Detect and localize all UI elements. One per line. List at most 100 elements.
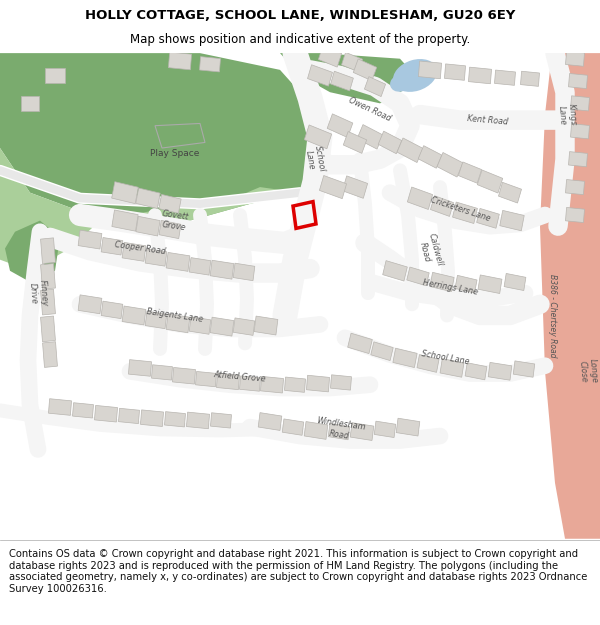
Text: Longe
Close: Longe Close	[577, 358, 599, 384]
Bar	[488, 362, 512, 380]
Bar	[343, 176, 368, 198]
Bar	[164, 412, 185, 427]
Text: Caldwell
Road: Caldwell Road	[416, 232, 444, 269]
Bar	[437, 152, 463, 177]
Text: Herrings Lane: Herrings Lane	[422, 278, 478, 297]
Ellipse shape	[393, 59, 437, 92]
Bar	[347, 333, 373, 354]
Bar	[566, 179, 584, 194]
Bar	[378, 131, 402, 154]
Bar	[513, 361, 535, 378]
Bar	[136, 216, 160, 236]
Polygon shape	[280, 53, 420, 103]
Bar	[331, 71, 353, 91]
Bar	[128, 359, 152, 376]
Bar	[341, 52, 362, 72]
Bar	[476, 209, 499, 228]
Bar	[319, 176, 347, 199]
Bar	[374, 421, 396, 437]
Bar	[357, 124, 383, 149]
Bar	[343, 131, 367, 153]
Bar	[571, 124, 589, 139]
Bar	[217, 373, 239, 389]
Bar	[418, 146, 442, 168]
Bar	[140, 410, 164, 426]
Bar	[440, 359, 464, 378]
Bar	[200, 57, 220, 72]
Bar	[417, 354, 439, 372]
Text: B386 - Chertsey Road: B386 - Chertsey Road	[548, 274, 557, 358]
Bar	[328, 423, 350, 440]
Bar	[430, 196, 454, 216]
Bar	[49, 399, 71, 416]
Bar	[353, 59, 377, 81]
Bar	[210, 318, 234, 336]
Bar	[45, 68, 65, 83]
Text: Play Space: Play Space	[151, 149, 200, 158]
Bar	[189, 258, 211, 275]
Bar	[282, 419, 304, 435]
Bar	[521, 71, 539, 86]
Bar	[478, 275, 502, 294]
Bar	[233, 263, 255, 281]
Bar	[500, 211, 524, 231]
Polygon shape	[0, 148, 300, 271]
Bar	[407, 187, 433, 209]
Text: Owen Road: Owen Road	[347, 95, 392, 122]
Bar	[284, 377, 305, 392]
Text: Contains OS data © Crown copyright and database right 2021. This information is : Contains OS data © Crown copyright and d…	[9, 549, 587, 594]
Bar	[136, 188, 160, 209]
Bar	[407, 267, 429, 286]
Bar	[371, 342, 393, 361]
Bar	[504, 274, 526, 291]
Bar	[396, 418, 420, 436]
Bar	[239, 376, 260, 391]
Bar	[571, 96, 589, 111]
Bar	[189, 317, 211, 334]
Bar	[430, 272, 454, 292]
Polygon shape	[540, 53, 600, 539]
Bar	[304, 125, 332, 149]
Text: School Lane: School Lane	[421, 349, 470, 366]
Bar	[383, 261, 407, 281]
Bar	[172, 368, 196, 384]
Bar	[494, 70, 515, 86]
Bar	[145, 311, 167, 329]
Bar	[258, 412, 282, 431]
Bar	[196, 371, 217, 387]
Bar	[152, 365, 172, 380]
Bar	[41, 264, 55, 289]
Bar	[307, 375, 329, 392]
Text: School
Lane: School Lane	[303, 144, 327, 174]
Bar	[169, 52, 191, 70]
Bar	[364, 77, 386, 97]
Bar	[418, 61, 442, 79]
Bar	[458, 162, 482, 183]
Bar	[112, 182, 138, 204]
Bar	[331, 375, 352, 390]
Bar	[210, 260, 234, 279]
Text: Baigents Lane: Baigents Lane	[146, 307, 204, 324]
Bar	[445, 64, 466, 80]
Bar	[308, 65, 332, 86]
Text: HOLLY COTTAGE, SCHOOL LANE, WINDLESHAM, GU20 6EY: HOLLY COTTAGE, SCHOOL LANE, WINDLESHAM, …	[85, 9, 515, 22]
Bar	[159, 221, 181, 239]
Ellipse shape	[390, 75, 410, 92]
Bar	[159, 194, 181, 213]
Bar	[393, 348, 417, 368]
Bar	[327, 114, 353, 138]
Bar	[452, 202, 478, 224]
Text: Govett
Grove: Govett Grove	[160, 209, 190, 232]
Bar	[73, 402, 94, 418]
Text: Atfield Grove: Atfield Grove	[214, 370, 266, 384]
Bar	[101, 301, 123, 319]
Bar	[41, 238, 55, 264]
Bar	[78, 230, 102, 249]
Bar	[78, 295, 102, 314]
Bar	[41, 316, 55, 342]
Bar	[350, 422, 374, 441]
Bar	[112, 210, 138, 231]
Bar	[566, 208, 584, 222]
Text: Map shows position and indicative extent of the property.: Map shows position and indicative extent…	[130, 33, 470, 46]
Text: Cricketers Lane: Cricketers Lane	[429, 196, 491, 223]
